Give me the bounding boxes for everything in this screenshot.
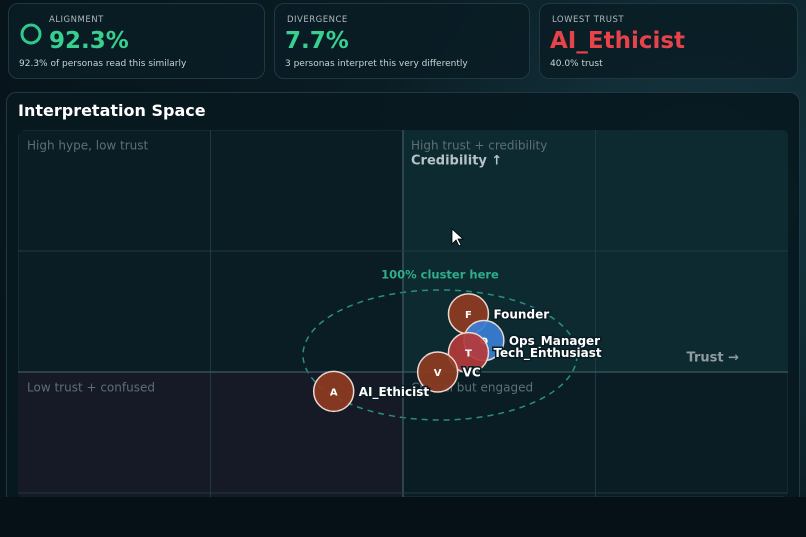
card-note: 92.3% of personas read this similarly xyxy=(19,59,187,69)
card-value: AI_Ethicist xyxy=(550,28,686,54)
y-axis-label: Credibility ↑ xyxy=(411,154,502,169)
card-value: 7.7% xyxy=(285,28,349,54)
cursor xyxy=(451,228,465,247)
ring-icon xyxy=(20,23,42,45)
alignment-card: ALIGNMENT 92.3% 92.3% of personas read t… xyxy=(8,3,265,79)
point-label: VC xyxy=(463,366,481,380)
card-note: 3 personas interpret this very different… xyxy=(285,59,468,69)
point-initial: V xyxy=(434,368,442,379)
lowest-trust-card: LOWEST TRUST AI_Ethicist 40.0% trust xyxy=(539,3,798,79)
persona-point xyxy=(312,370,355,413)
point-initial: T xyxy=(465,349,472,360)
quadrant-label: High hype, low trust xyxy=(27,139,149,153)
card-note: 40.0% trust xyxy=(550,59,603,69)
point-label: Founder xyxy=(493,307,549,321)
point-initial: A xyxy=(330,387,338,398)
persona-point xyxy=(416,351,459,393)
divergence-card: DIVERGENCE 7.7% 3 personas interpret thi… xyxy=(274,3,530,79)
point-label: AI_Ethicist xyxy=(359,385,430,400)
point-label: Ops_Manager xyxy=(509,334,600,349)
quadrant-label: High trust + credibility xyxy=(411,139,547,153)
bottom-strip xyxy=(0,497,806,537)
card-label: LOWEST TRUST xyxy=(552,15,625,25)
cluster-ellipse xyxy=(302,289,578,421)
panel-title: Interpretation Space xyxy=(18,101,206,120)
persona-point xyxy=(447,331,490,374)
x-axis-label: Trust → xyxy=(687,351,740,366)
quadrant-label: Low trust + confused xyxy=(27,381,155,395)
point-initial: F xyxy=(465,310,472,321)
card-value: 92.3% xyxy=(49,28,129,54)
card-label: ALIGNMENT xyxy=(49,15,104,25)
cluster-label: 100% cluster here xyxy=(381,268,499,282)
point-label: Tech_Enthusiast xyxy=(493,346,601,361)
card-label: DIVERGENCE xyxy=(287,15,348,25)
